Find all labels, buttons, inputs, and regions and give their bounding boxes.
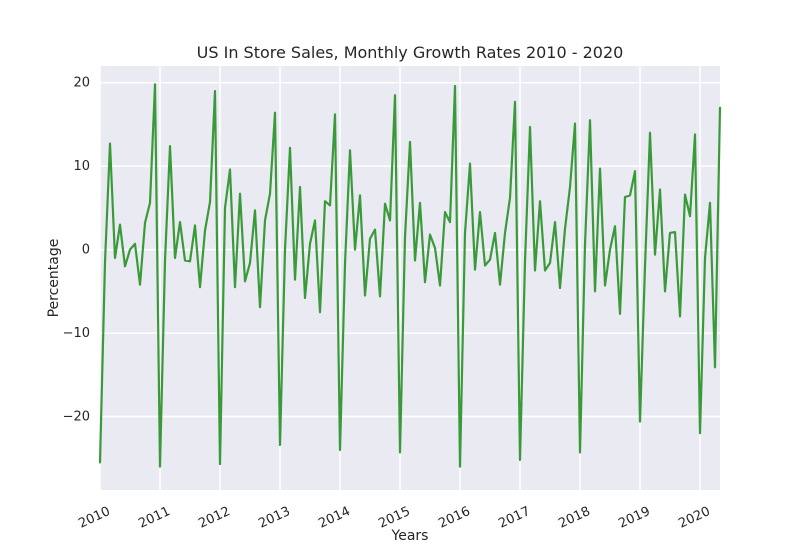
x-tick-label: 2012 bbox=[196, 504, 232, 532]
x-tick-label: 2019 bbox=[616, 504, 652, 532]
y-tick-label: 20 bbox=[73, 76, 90, 91]
x-tick-label: 2017 bbox=[496, 504, 532, 532]
x-tick-label: 2013 bbox=[256, 504, 292, 532]
x-tick-label: 2016 bbox=[436, 504, 472, 532]
plot-background bbox=[100, 66, 720, 490]
x-tick-label: 2014 bbox=[316, 504, 352, 532]
series-layer bbox=[98, 83, 722, 468]
y-tick-label: −10 bbox=[63, 326, 90, 341]
x-tick-label: 2020 bbox=[676, 504, 712, 532]
series-line bbox=[98, 83, 722, 468]
x-tick-label: 2018 bbox=[556, 504, 592, 532]
y-axis-label: Percentage bbox=[46, 239, 62, 318]
chart-title: US In Store Sales, Monthly Growth Rates … bbox=[197, 43, 624, 62]
y-tick-label: 10 bbox=[73, 159, 90, 174]
y-tick-labels: −20 −10 0 10 20 bbox=[63, 76, 90, 425]
x-tick-label: 2011 bbox=[136, 504, 172, 532]
y-tick-label: −20 bbox=[63, 410, 90, 425]
x-tick-label: 2010 bbox=[76, 504, 112, 532]
y-tick-label: 0 bbox=[82, 243, 90, 258]
x-axis-label: Years bbox=[391, 528, 429, 544]
